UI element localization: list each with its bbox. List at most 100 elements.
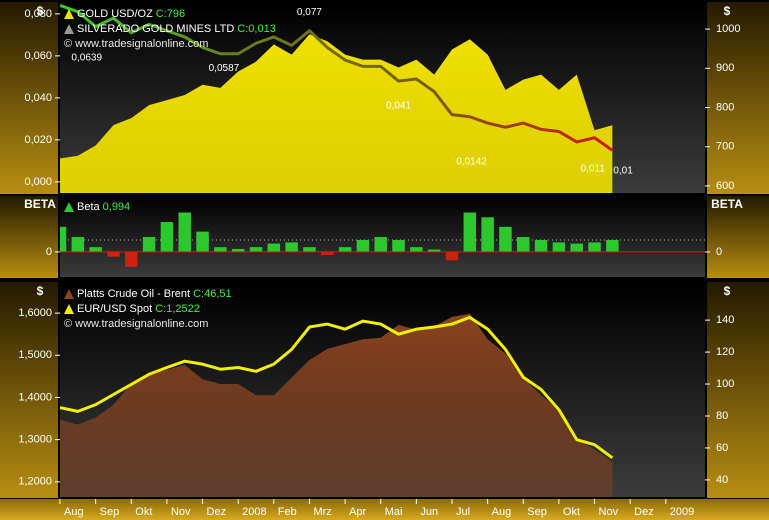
x-tick-label: Okt <box>135 506 152 518</box>
y-tick-label: 0,080 <box>24 8 52 20</box>
bar <box>249 247 263 252</box>
bar <box>410 247 423 252</box>
y2-axis-unit: $ <box>724 4 731 18</box>
y-tick-label: 1,3000 <box>18 434 52 446</box>
bar <box>321 251 334 255</box>
x-tick-label: 2008 <box>242 506 266 518</box>
legend-label: Beta <box>77 201 101 213</box>
x-tick-label: Sep <box>100 506 120 518</box>
y2-axis-unit: $ <box>724 284 731 298</box>
y-axis-unit: BETA <box>24 197 56 211</box>
plot <box>60 313 614 497</box>
y-tick-label: 0,060 <box>24 50 52 62</box>
y-tick-label: 0 <box>46 246 52 258</box>
bar <box>338 247 352 252</box>
bar <box>231 248 245 252</box>
x-tick-label: Dez <box>207 506 227 518</box>
legend-icon <box>64 289 74 299</box>
y-tick-label: 0,040 <box>24 92 52 104</box>
legend-label: Platts Crude Oil - Brent <box>77 288 190 300</box>
bar <box>499 226 512 252</box>
x-tick-label: Aug <box>64 506 84 518</box>
y2-tick-label: 100 <box>716 378 734 390</box>
y2-tick-label: 40 <box>716 474 728 486</box>
bar <box>427 249 441 252</box>
y2-tick-label: 900 <box>716 62 734 74</box>
x-tick-label: Apr <box>349 506 366 518</box>
annotation: 0,0142 <box>456 157 487 168</box>
area <box>60 34 613 193</box>
legend-label: GOLD USD/OZ <box>77 8 153 20</box>
x-tick-label: Okt <box>563 506 580 518</box>
x-tick-label: Jul <box>456 506 470 518</box>
x-tick-label: Aug <box>492 506 512 518</box>
x-tick-label: Dez <box>634 506 654 518</box>
y2-tick-label: 140 <box>716 314 734 326</box>
annotation: 0,041 <box>386 100 411 111</box>
annotation: 0,0587 <box>209 63 240 74</box>
bar <box>463 212 477 252</box>
legend-value: C:1,2522 <box>155 303 200 315</box>
y2-tick-label: 700 <box>716 141 734 153</box>
legend-icon <box>64 9 74 19</box>
bar <box>552 242 566 252</box>
legend-label: EUR/USD Spot <box>77 303 152 315</box>
annotation: 0,0639 <box>71 52 102 63</box>
y-tick-label: 1,2000 <box>18 476 52 488</box>
y2-axis-unit: BETA <box>711 197 743 211</box>
legend-value: 0,994 <box>103 201 131 213</box>
bar <box>392 239 405 252</box>
legend-value: C:46,51 <box>193 288 232 300</box>
legend-icon <box>64 202 74 212</box>
x-tick-label: Nov <box>171 506 191 518</box>
bar <box>606 239 619 252</box>
y2-tick-label: 80 <box>716 410 728 422</box>
bar <box>71 237 85 252</box>
bar <box>142 237 156 252</box>
bar <box>588 242 601 252</box>
plot <box>60 212 705 267</box>
bar <box>445 251 459 261</box>
bar <box>178 212 191 252</box>
legend-icon <box>64 24 74 34</box>
x-tick-label: Mai <box>385 506 403 518</box>
bar <box>160 222 174 252</box>
bar <box>196 231 209 252</box>
y2-tick-label: 120 <box>716 346 734 358</box>
legend-value: C:0,013 <box>237 23 276 35</box>
x-tick-label: Nov <box>599 506 619 518</box>
bar <box>570 243 583 252</box>
y2-tick-label: 0 <box>716 246 722 258</box>
area <box>60 313 613 497</box>
bar <box>374 237 387 252</box>
y-tick-label: 1,6000 <box>18 307 52 319</box>
y-tick-label: 1,5000 <box>18 349 52 361</box>
bar <box>125 251 138 267</box>
y-tick-label: 0,000 <box>24 176 52 188</box>
annotation: 0,011 <box>581 163 606 174</box>
bar <box>303 247 316 252</box>
line <box>60 4 614 152</box>
y2-tick-label: 600 <box>716 180 734 192</box>
y-tick-label: 1,4000 <box>18 391 52 403</box>
x-tick-label: Jun <box>420 506 438 518</box>
watermark: © www.tradesignalonline.com <box>64 38 208 50</box>
x-tick-label: Sep <box>527 506 547 518</box>
x-tick-label: Mrz <box>313 506 331 518</box>
legend-value: C:796 <box>156 8 185 20</box>
plot <box>60 4 614 193</box>
line <box>60 315 614 459</box>
y-axis-unit: $ <box>37 284 44 298</box>
y-axis-unit: $ <box>37 4 44 18</box>
x-tick-label: Feb <box>278 506 297 518</box>
legend-label: SILVERADO GOLD MINES LTD <box>77 23 234 35</box>
annotation: 0,077 <box>297 7 322 18</box>
legend-icon <box>64 304 74 314</box>
bar <box>517 237 530 252</box>
bar <box>285 242 298 252</box>
bar <box>534 239 548 252</box>
watermark: © www.tradesignalonline.com <box>64 318 208 330</box>
bar <box>481 217 494 252</box>
bar <box>89 247 102 252</box>
